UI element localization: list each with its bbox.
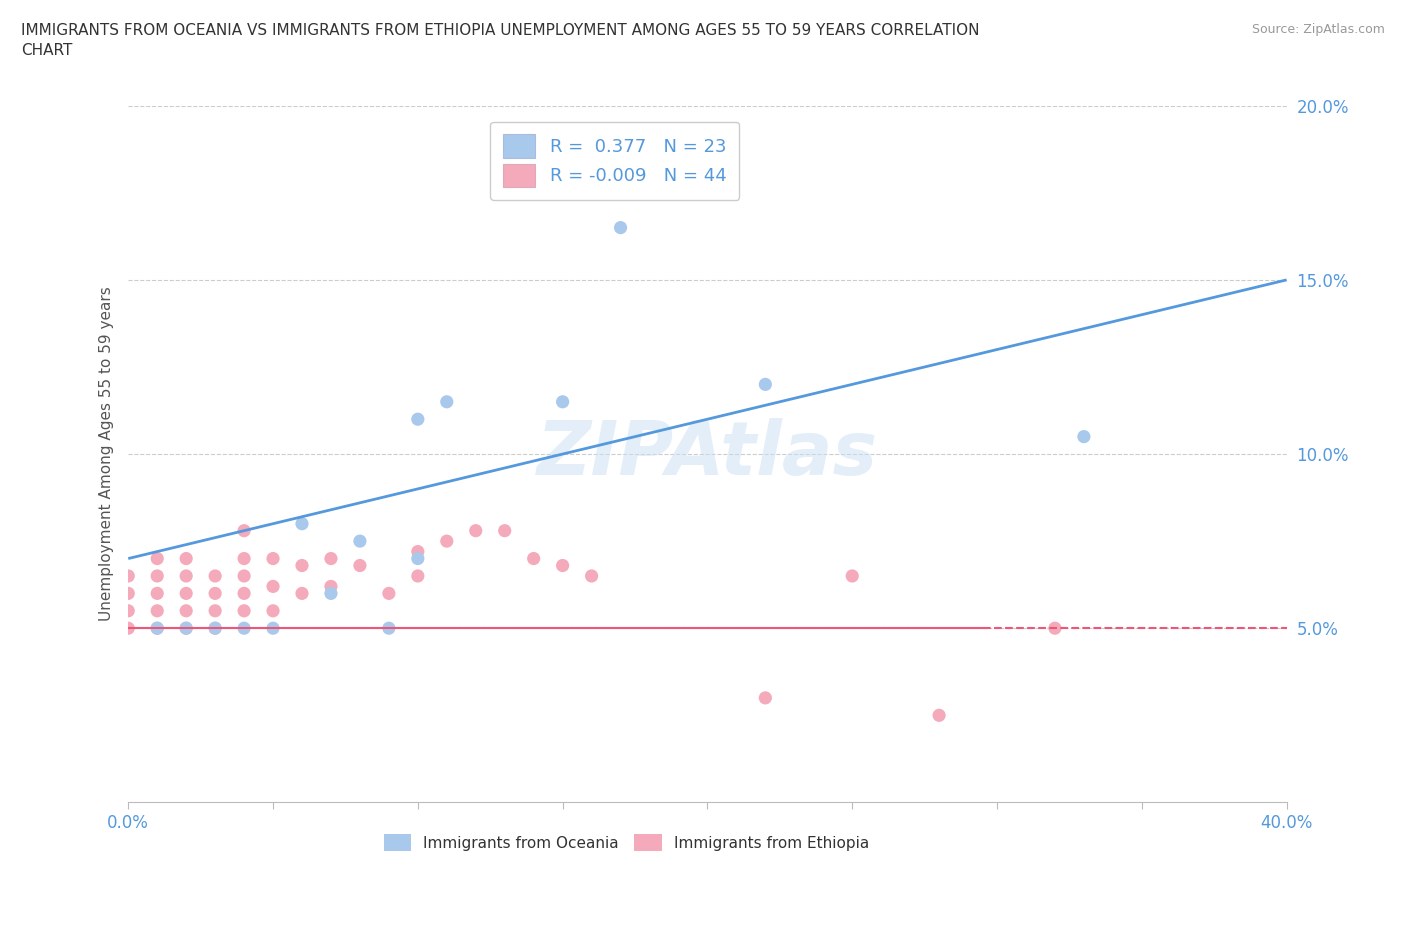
- Point: [841, 568, 863, 583]
- Point: [581, 568, 603, 583]
- Point: [319, 579, 342, 594]
- Point: [204, 621, 226, 636]
- Point: [291, 558, 314, 573]
- Point: [754, 690, 776, 705]
- Point: [204, 604, 226, 618]
- Point: [146, 586, 169, 601]
- Text: IMMIGRANTS FROM OCEANIA VS IMMIGRANTS FROM ETHIOPIA UNEMPLOYMENT AMONG AGES 55 T: IMMIGRANTS FROM OCEANIA VS IMMIGRANTS FR…: [21, 23, 980, 58]
- Point: [233, 604, 256, 618]
- Point: [436, 394, 458, 409]
- Point: [319, 586, 342, 601]
- Point: [146, 604, 169, 618]
- Text: ZIPAtlas: ZIPAtlas: [537, 418, 877, 490]
- Point: [551, 394, 574, 409]
- Point: [551, 558, 574, 573]
- Point: [349, 534, 371, 549]
- Point: [319, 551, 342, 566]
- Point: [146, 621, 169, 636]
- Point: [262, 551, 284, 566]
- Point: [174, 568, 197, 583]
- Point: [378, 586, 401, 601]
- Point: [436, 534, 458, 549]
- Point: [204, 586, 226, 601]
- Point: [233, 621, 256, 636]
- Point: [146, 568, 169, 583]
- Point: [349, 558, 371, 573]
- Point: [233, 551, 256, 566]
- Point: [406, 544, 429, 559]
- Point: [928, 708, 950, 723]
- Point: [117, 604, 139, 618]
- Point: [117, 586, 139, 601]
- Y-axis label: Unemployment Among Ages 55 to 59 years: Unemployment Among Ages 55 to 59 years: [100, 286, 114, 621]
- Point: [174, 604, 197, 618]
- Point: [494, 524, 516, 538]
- Point: [1043, 621, 1066, 636]
- Legend: Immigrants from Oceania, Immigrants from Ethiopia: Immigrants from Oceania, Immigrants from…: [377, 828, 876, 857]
- Point: [146, 621, 169, 636]
- Point: [117, 621, 139, 636]
- Point: [233, 568, 256, 583]
- Point: [378, 621, 401, 636]
- Point: [406, 551, 429, 566]
- Point: [174, 586, 197, 601]
- Point: [174, 621, 197, 636]
- Point: [204, 621, 226, 636]
- Point: [609, 220, 631, 235]
- Point: [262, 579, 284, 594]
- Point: [117, 568, 139, 583]
- Point: [262, 621, 284, 636]
- Point: [204, 568, 226, 583]
- Point: [291, 516, 314, 531]
- Point: [233, 586, 256, 601]
- Point: [696, 185, 718, 200]
- Point: [1073, 429, 1095, 444]
- Point: [174, 551, 197, 566]
- Text: Source: ZipAtlas.com: Source: ZipAtlas.com: [1251, 23, 1385, 36]
- Point: [754, 377, 776, 392]
- Point: [174, 621, 197, 636]
- Point: [291, 586, 314, 601]
- Point: [406, 412, 429, 427]
- Point: [146, 551, 169, 566]
- Point: [406, 568, 429, 583]
- Point: [233, 524, 256, 538]
- Point: [464, 524, 486, 538]
- Point: [262, 604, 284, 618]
- Point: [523, 551, 546, 566]
